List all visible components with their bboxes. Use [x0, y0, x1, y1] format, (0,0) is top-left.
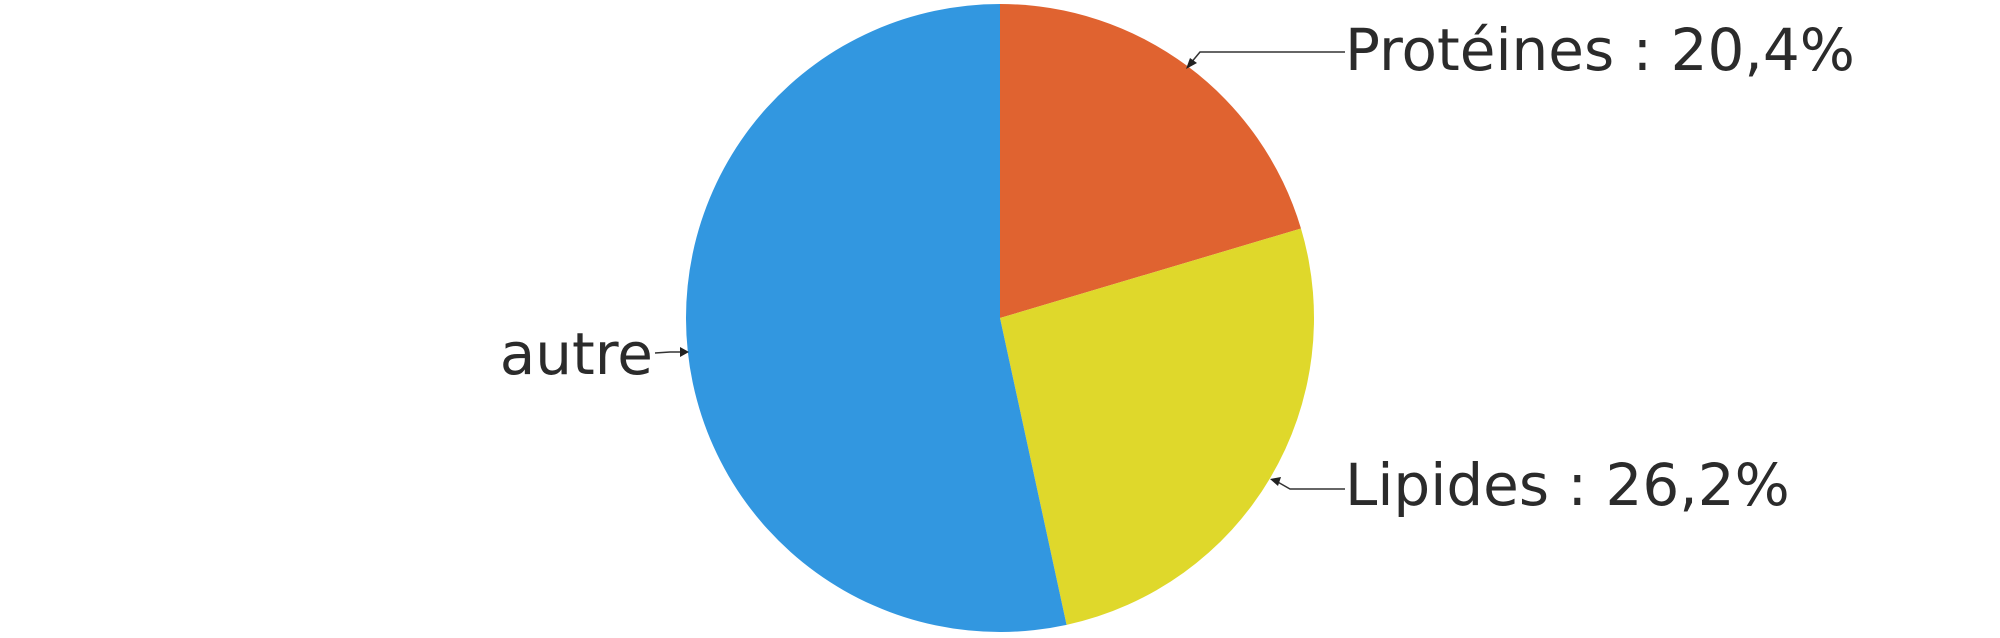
arrowhead-proteines	[1186, 58, 1197, 69]
label-proteines: Protéines : 20,4%	[1345, 16, 1855, 84]
label-lipides: Lipides : 26,2%	[1345, 451, 1790, 519]
leader-line-autre	[654, 351, 680, 354]
pie-slice-proteines	[1000, 3, 1301, 318]
arrowhead-lipides	[1270, 477, 1281, 486]
leader-lines	[654, 51, 1345, 490]
pie-slice-autre	[685, 4, 1067, 632]
leader-line-lipides	[1275, 480, 1345, 490]
pie-slice-lipides	[1000, 228, 1315, 625]
pie-slices	[685, 3, 1315, 632]
leader-line-proteines	[1189, 51, 1345, 65]
label-autre: autre	[500, 320, 653, 388]
arrowhead-autre	[680, 347, 689, 357]
